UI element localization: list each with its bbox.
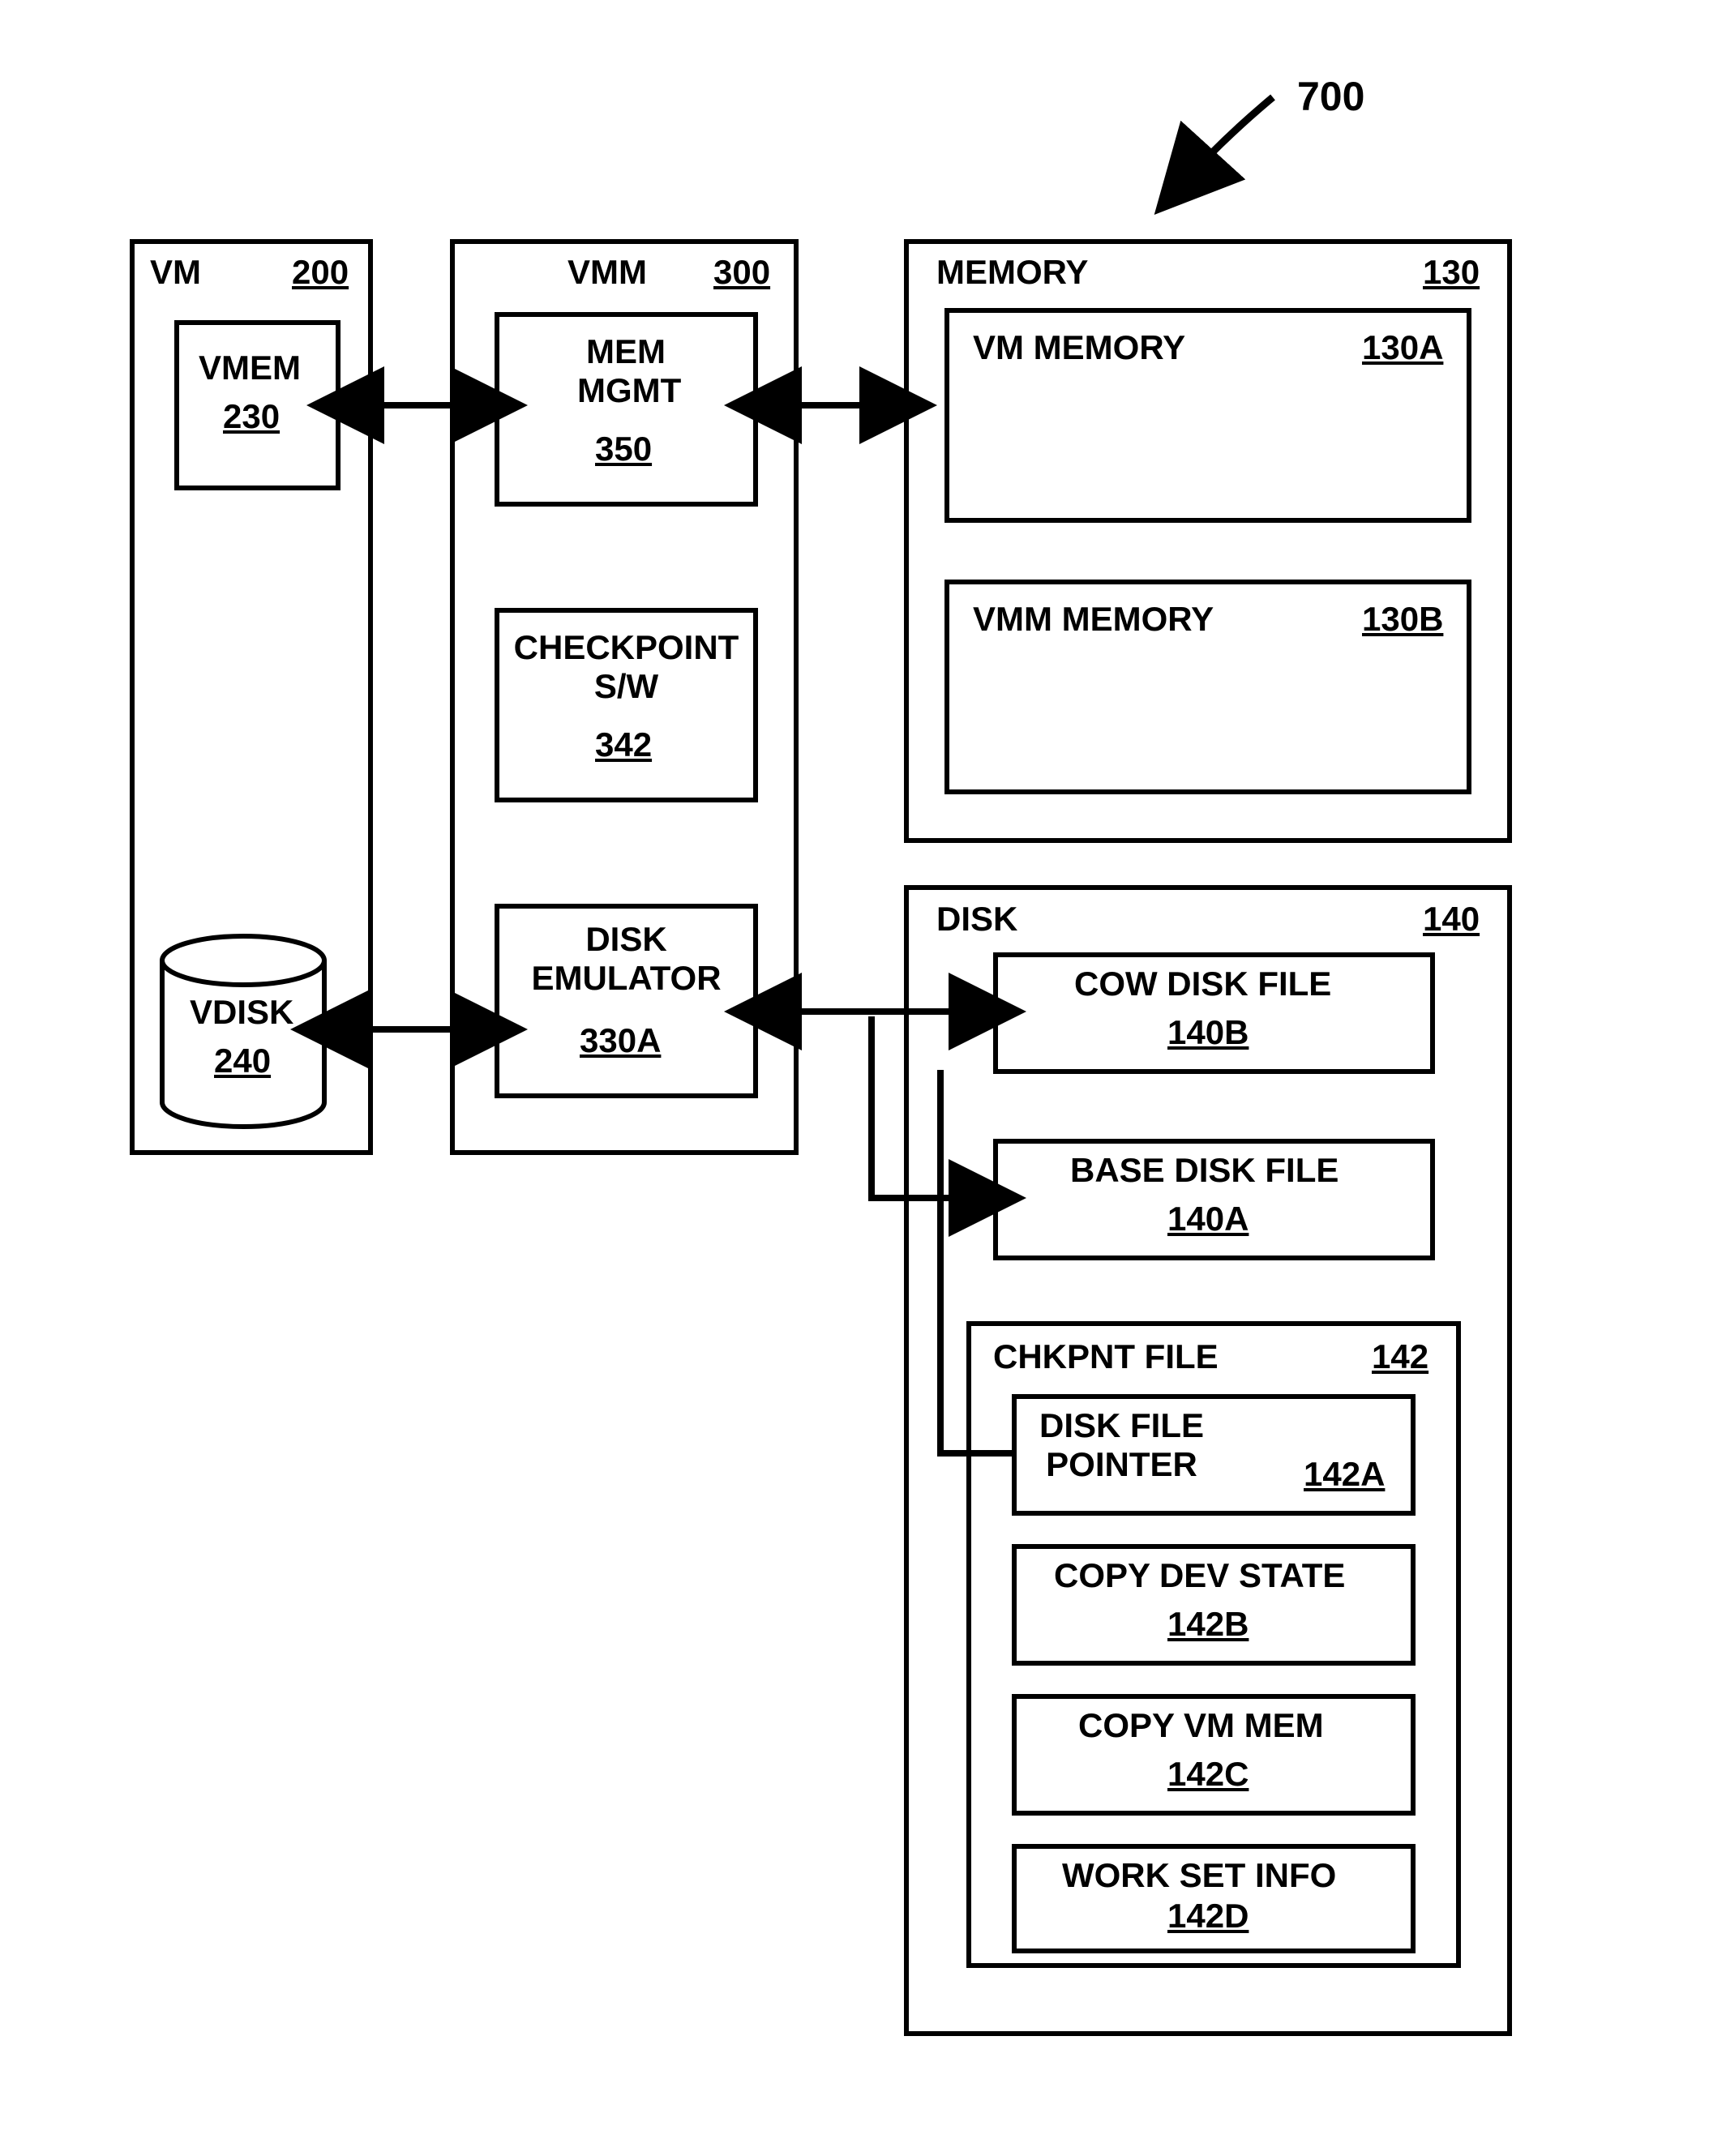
disk-file-pointer-label: DISK FILE POINTER <box>1039 1406 1204 1484</box>
vmem-label: VMEM <box>199 349 301 387</box>
cow-disk-file-label: COW DISK FILE <box>1074 965 1331 1003</box>
vm-memory-num: 130A <box>1362 328 1443 367</box>
disk-title: DISK <box>936 900 1017 939</box>
copy-vm-mem-label: COPY VM MEM <box>1078 1706 1324 1745</box>
checkpoint-num: 342 <box>595 725 652 764</box>
figure-ref-label: 700 <box>1297 73 1364 120</box>
disk-file-pointer-num: 142A <box>1304 1455 1385 1494</box>
work-set-info-label: WORK SET INFO <box>1062 1856 1336 1895</box>
mem-mgmt-num: 350 <box>595 430 652 468</box>
memory-title: MEMORY <box>936 253 1088 292</box>
memory-num: 130 <box>1423 253 1480 292</box>
vm-title: VM <box>150 253 201 292</box>
copy-vm-mem-num: 142C <box>1167 1755 1249 1794</box>
checkpoint-label: CHECKPOINT S/W <box>507 628 746 706</box>
vm-num: 200 <box>292 253 349 292</box>
disk-emulator-num: 330A <box>580 1021 661 1060</box>
vmm-num: 300 <box>713 253 770 292</box>
copy-dev-state-num: 142B <box>1167 1605 1249 1644</box>
vmm-memory-num: 130B <box>1362 600 1443 639</box>
vdisk-label: VDISK <box>190 993 293 1032</box>
copy-dev-state-label: COPY DEV STATE <box>1054 1556 1345 1595</box>
vmm-memory-label: VMM MEMORY <box>973 600 1214 639</box>
mem-mgmt-label: MEM MGMT <box>577 332 675 410</box>
chkpnt-file-label: CHKPNT FILE <box>993 1337 1219 1376</box>
vmm-title: VMM <box>568 253 647 292</box>
base-disk-file-num: 140A <box>1167 1200 1249 1238</box>
vm-memory-label: VM MEMORY <box>973 328 1185 367</box>
work-set-info-num: 142D <box>1167 1897 1249 1936</box>
disk-emulator-label: DISK EMULATOR <box>507 920 746 998</box>
disk-num: 140 <box>1423 900 1480 939</box>
vmem-num: 230 <box>223 397 280 436</box>
base-disk-file-label: BASE DISK FILE <box>1070 1151 1339 1190</box>
vdisk-num: 240 <box>214 1042 271 1080</box>
chkpnt-file-num: 142 <box>1372 1337 1428 1376</box>
cow-disk-file-num: 140B <box>1167 1013 1249 1052</box>
